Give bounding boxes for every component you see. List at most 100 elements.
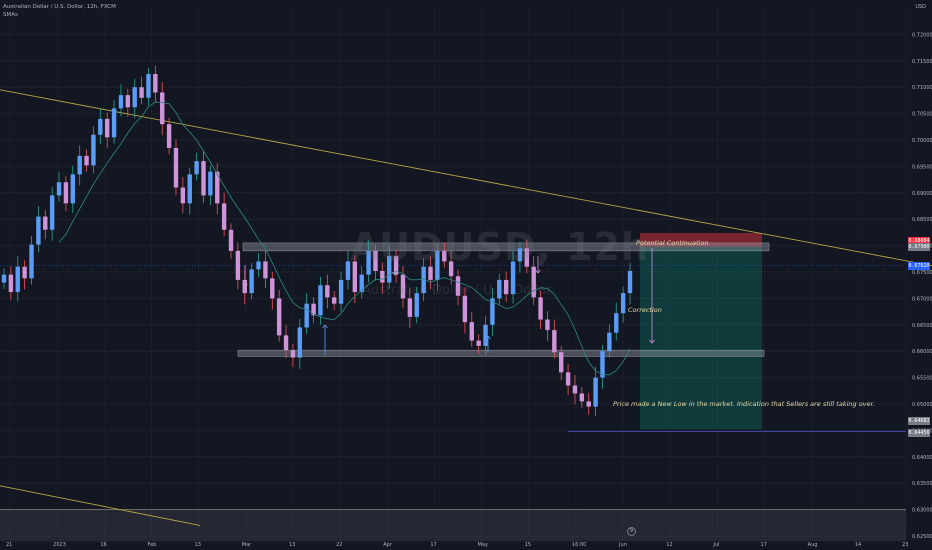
- candle-body: [125, 95, 131, 108]
- candle-body: [366, 250, 371, 275]
- candle-body: [111, 108, 117, 138]
- price-tag: 0.64456: [908, 428, 930, 437]
- x-tick-label: May: [478, 542, 488, 548]
- arrow-head: [392, 271, 398, 276]
- stop-loss-zone: [640, 232, 762, 247]
- x-tick-label: 2023: [53, 542, 66, 548]
- event-badge[interactable]: 9: [627, 527, 636, 536]
- candle-body: [380, 270, 385, 283]
- candle-body: [455, 276, 461, 296]
- candle-body: [373, 250, 378, 271]
- candle-body: [63, 182, 69, 204]
- candle-body: [552, 330, 557, 353]
- candle-body: [283, 335, 289, 351]
- candle-body: [559, 352, 564, 373]
- candle-body: [166, 124, 172, 148]
- candle-body: [435, 250, 440, 280]
- arrow-head: [242, 283, 248, 288]
- x-tick-label: 16: [100, 542, 106, 548]
- x-tick-label: Jun: [618, 542, 627, 548]
- x-tick-label: 17: [761, 542, 767, 548]
- y-tick-label: 0.72000: [912, 32, 932, 38]
- price-tag: 0.67980: [908, 242, 930, 251]
- candle-body: [387, 256, 392, 283]
- candle-body: [531, 266, 536, 298]
- x-tick-label: Apr: [383, 542, 393, 548]
- candle-body: [627, 270, 633, 294]
- candle-body: [146, 74, 151, 98]
- y-tick-label: 0.63000: [912, 508, 932, 514]
- candle-body: [215, 171, 220, 204]
- x-tick-label: Jul: [712, 542, 719, 548]
- candle-body: [29, 244, 34, 279]
- lower-trendline: [0, 485, 201, 526]
- candle-body: [614, 313, 619, 333]
- candle-body: [297, 327, 303, 358]
- candle-body: [510, 261, 516, 295]
- candle-body: [352, 261, 358, 293]
- candle-body: [503, 279, 509, 295]
- x-tick-label: 13: [195, 542, 201, 548]
- indicator-label[interactable]: SMAs: [3, 12, 18, 18]
- candle-body: [407, 298, 413, 317]
- price-tag: 0.67620: [908, 261, 930, 270]
- candle-body: [620, 293, 626, 314]
- candle-body: [276, 298, 282, 336]
- arrow-head: [485, 335, 491, 340]
- candle-body: [180, 187, 186, 204]
- candle-body: [91, 134, 96, 166]
- candle-body: [545, 319, 550, 331]
- annotation-potential-continuation: Potential Continuation: [636, 239, 709, 247]
- x-tick-label: 22: [336, 542, 342, 548]
- candle-body: [173, 147, 179, 188]
- candle-body: [56, 182, 62, 196]
- candle-body: [538, 297, 543, 320]
- candle-body: [8, 274, 14, 293]
- y-tick-label: 0.65500: [912, 376, 932, 382]
- candle-body: [36, 216, 41, 245]
- y-tick-label: 0.69500: [912, 164, 932, 170]
- candle-body: [483, 324, 488, 346]
- candle-body: [43, 216, 48, 230]
- sma-line: [58, 101, 631, 376]
- candle-body: [290, 350, 296, 358]
- candle-body: [442, 250, 447, 262]
- candle-body: [421, 266, 426, 294]
- candle-body: [22, 266, 27, 279]
- y-tick-label: 0.62500: [912, 534, 932, 540]
- candle-body: [84, 155, 89, 166]
- candle-body: [235, 250, 241, 280]
- candle-body: [98, 118, 103, 135]
- lower-band: [0, 509, 906, 542]
- watermark-ticker: AUDUSD, 12h: [350, 225, 650, 269]
- candle-body: [104, 118, 110, 138]
- candle-body: [462, 295, 468, 323]
- candle-body: [448, 261, 454, 277]
- y-tick-label: 0.68500: [912, 217, 932, 223]
- candle-body: [256, 261, 261, 270]
- take-profit-zone: [640, 246, 762, 430]
- candle-body: [579, 393, 585, 402]
- candle-body: [338, 279, 344, 304]
- x-tick-label: 15: [525, 542, 531, 548]
- y-tick-label: 0.69000: [912, 191, 932, 197]
- support-zone: [237, 349, 765, 357]
- candle-body: [77, 155, 82, 175]
- candle-body: [201, 161, 206, 196]
- candle-body: [497, 279, 502, 299]
- watermark-name: Australian Dollar / U.S. Dollar: [362, 283, 552, 298]
- currency-label: USD: [915, 4, 926, 10]
- candle-body: [49, 195, 55, 230]
- symbol-title: Australian Dollar / U.S. Dollar, 12h, FX…: [3, 4, 116, 10]
- candle-body: [414, 293, 419, 317]
- candle-body: [400, 274, 406, 299]
- y-tick-label: 0.66500: [912, 323, 932, 329]
- candle-body: [393, 256, 399, 275]
- candle-body: [153, 74, 158, 93]
- candle-body: [586, 401, 591, 407]
- x-tick-label: 14: [855, 542, 861, 548]
- candle-body: [208, 171, 213, 196]
- candle-body: [524, 248, 530, 267]
- candle-body: [249, 269, 254, 294]
